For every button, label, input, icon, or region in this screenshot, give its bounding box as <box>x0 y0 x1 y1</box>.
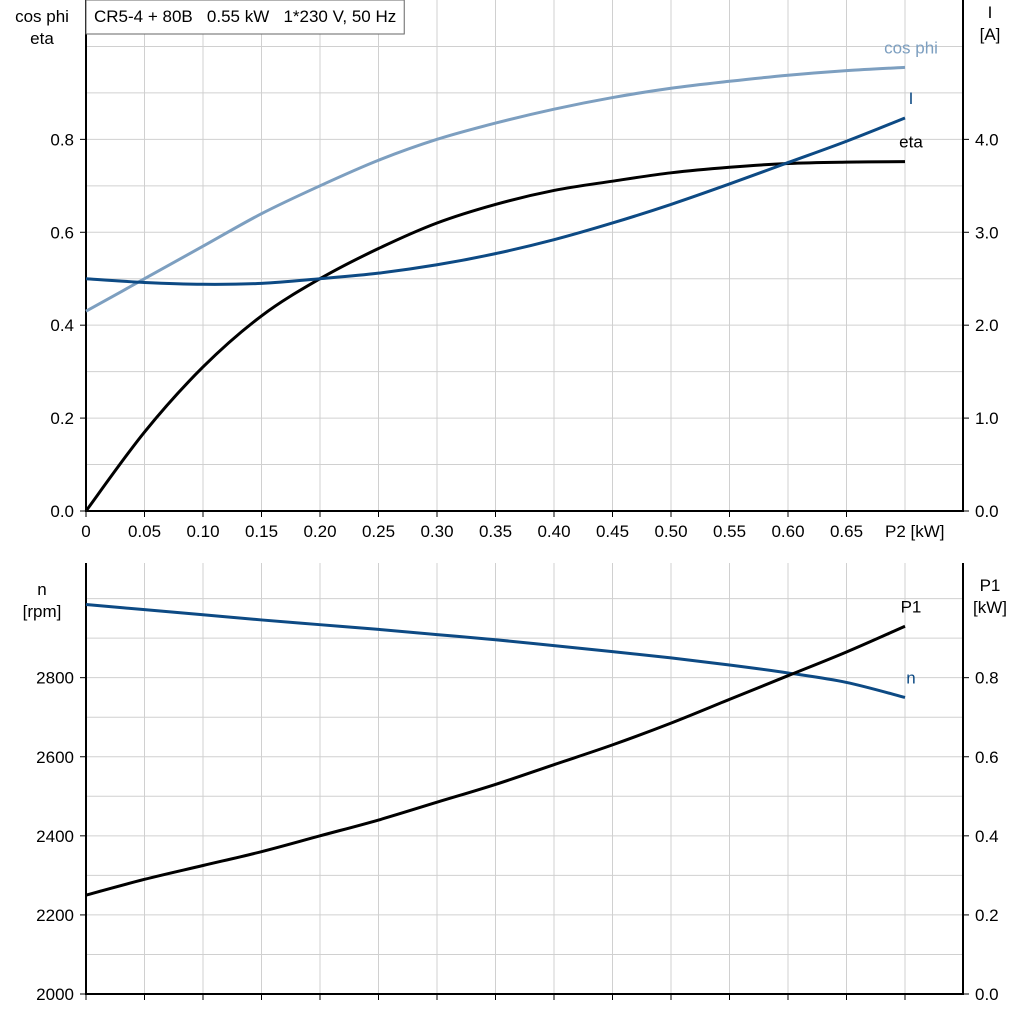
y-tick-label-right: 0.8 <box>975 669 999 688</box>
series-i-line <box>85 116 906 286</box>
x-tick-label: 0.60 <box>771 522 804 541</box>
series-p1-line <box>85 624 906 897</box>
x-axis-label: P2 [kW] <box>885 522 945 541</box>
x-tick-label: 0 <box>81 522 90 541</box>
y-tick-label-right: 0.4 <box>975 827 999 846</box>
x-tick-label: 0.50 <box>654 522 687 541</box>
x-tick-label: 0.15 <box>245 522 278 541</box>
series-cos-phi-line <box>85 65 906 313</box>
title-frame <box>85 0 405 35</box>
series-label: eta <box>899 133 923 152</box>
y-axis-label-left: eta <box>30 29 54 48</box>
y-tick-label-left: 0.2 <box>50 409 74 428</box>
series-label: P1 <box>901 597 922 616</box>
y-tick-label-right: 0.2 <box>975 906 999 925</box>
series-n-line <box>85 603 906 699</box>
x-tick-label: 0.45 <box>596 522 629 541</box>
x-tick-label: 0.25 <box>362 522 395 541</box>
x-tick-label: 0.40 <box>537 522 570 541</box>
x-tick-label: 0.05 <box>128 522 161 541</box>
y-tick-label-left: 2000 <box>36 985 74 1004</box>
panel-2: 2000 2200 2400 2600 2800 0.0 0.2 0.4 0.6 0.8 n [rpm… <box>23 563 1007 1004</box>
series-label: cos phi <box>884 38 938 57</box>
series-eta-line <box>84 160 906 512</box>
y-tick-label-left: 2400 <box>36 827 74 846</box>
series-label: n <box>906 668 915 687</box>
y-tick-label-left: 0.8 <box>50 130 74 149</box>
y-tick-label-left: 0.4 <box>50 316 74 335</box>
x-tick-label: 0.30 <box>420 522 453 541</box>
y-axis-label-left: cos phi <box>15 7 69 26</box>
x-tick-label: 0.20 <box>303 522 336 541</box>
y-tick-label-right: 0.0 <box>975 502 999 521</box>
x-tick-label: 0.10 <box>186 522 219 541</box>
y-axis-label-right: P1 <box>980 576 1001 595</box>
y-tick-label-right: 3.0 <box>975 223 999 242</box>
x-tick-label: 0.35 <box>479 522 512 541</box>
y-tick-label-left: 2800 <box>36 669 74 688</box>
y-tick-label-right: 0.6 <box>975 748 999 767</box>
series-label: I <box>909 89 914 108</box>
x-tick-label: 0.65 <box>830 522 863 541</box>
y-tick-label-right: 1.0 <box>975 409 999 428</box>
y-axis-label-right: [A] <box>980 25 1001 44</box>
y-tick-label-left: 2600 <box>36 748 74 767</box>
x-tick-label: 0.55 <box>713 522 746 541</box>
y-tick-label-right: 0.0 <box>975 985 999 1004</box>
y-tick-label-left: 0.0 <box>50 502 74 521</box>
y-axis-label-left: n <box>37 580 46 599</box>
y-axis-label-left: [rpm] <box>23 602 62 621</box>
y-tick-label-left: 0.6 <box>50 223 74 242</box>
y-axis-label-right: [kW] <box>973 598 1007 617</box>
y-tick-label-right: 2.0 <box>975 316 999 335</box>
y-tick-label-right: 4.0 <box>975 130 999 149</box>
chart-title: CR5-4 + 80B 0.55 kW 1*230 V, 50 Hz <box>94 7 396 26</box>
panel-1: 0.0 0.2 0.4 0.6 0.8 0.0 1.0 2.0 3.0 4.0 cos phi eta… <box>15 0 1000 541</box>
y-tick-label-left: 2200 <box>36 906 74 925</box>
y-axis-label-right: I <box>988 3 993 22</box>
title-box: CR5-4 + 80B 0.55 kW 1*230 V, 50 Hz <box>85 0 405 35</box>
